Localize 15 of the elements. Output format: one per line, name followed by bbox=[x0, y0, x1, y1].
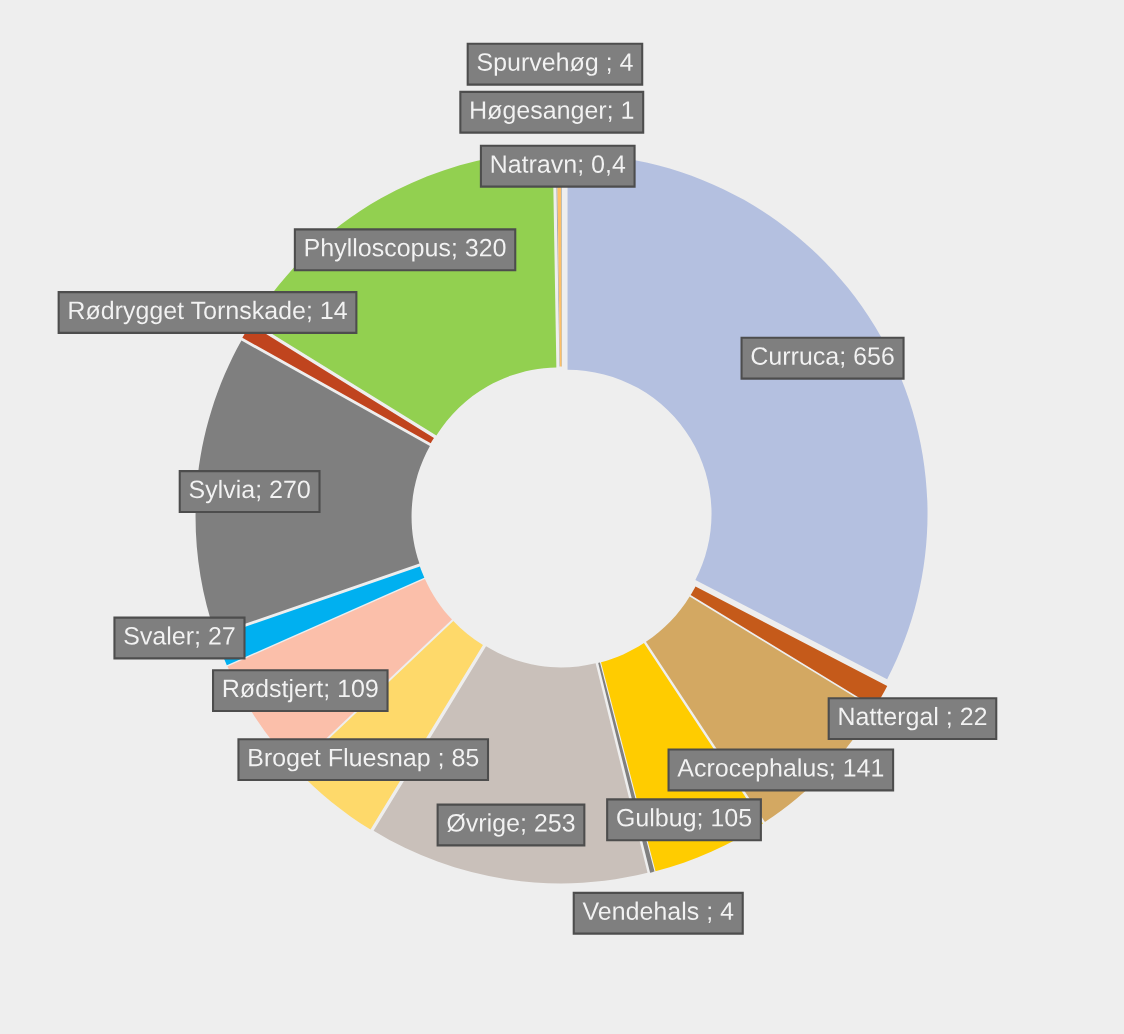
slice-label: Spurvehøg ; 4 bbox=[477, 52, 633, 76]
slice-label: Sylvia; 270 bbox=[189, 479, 310, 504]
slice-label: Natravn; 0,4 bbox=[491, 155, 626, 176]
slice-label: Gulbug; 105 bbox=[617, 808, 752, 832]
slice-label: Rødstjert; 109 bbox=[223, 678, 378, 703]
slice-label: Phylloscopus; 320 bbox=[305, 238, 506, 262]
slice-label: Broget Fluesnap ; 85 bbox=[249, 748, 479, 772]
slice-label: Vendehals ; 4 bbox=[582, 901, 734, 923]
slice-label: Høgesanger; 1 bbox=[471, 101, 634, 124]
slice-label: Acrocephalus; 141 bbox=[677, 758, 884, 782]
slice-label: Rødrygget Tornskade; 14 bbox=[69, 300, 347, 325]
slice-label: Svaler; 27 bbox=[124, 626, 235, 648]
slice-label: Curruca; 656 bbox=[751, 347, 894, 368]
slice-label: Nattergal ; 22 bbox=[839, 706, 987, 731]
slice-label: Øvrige; 253 bbox=[447, 813, 575, 837]
